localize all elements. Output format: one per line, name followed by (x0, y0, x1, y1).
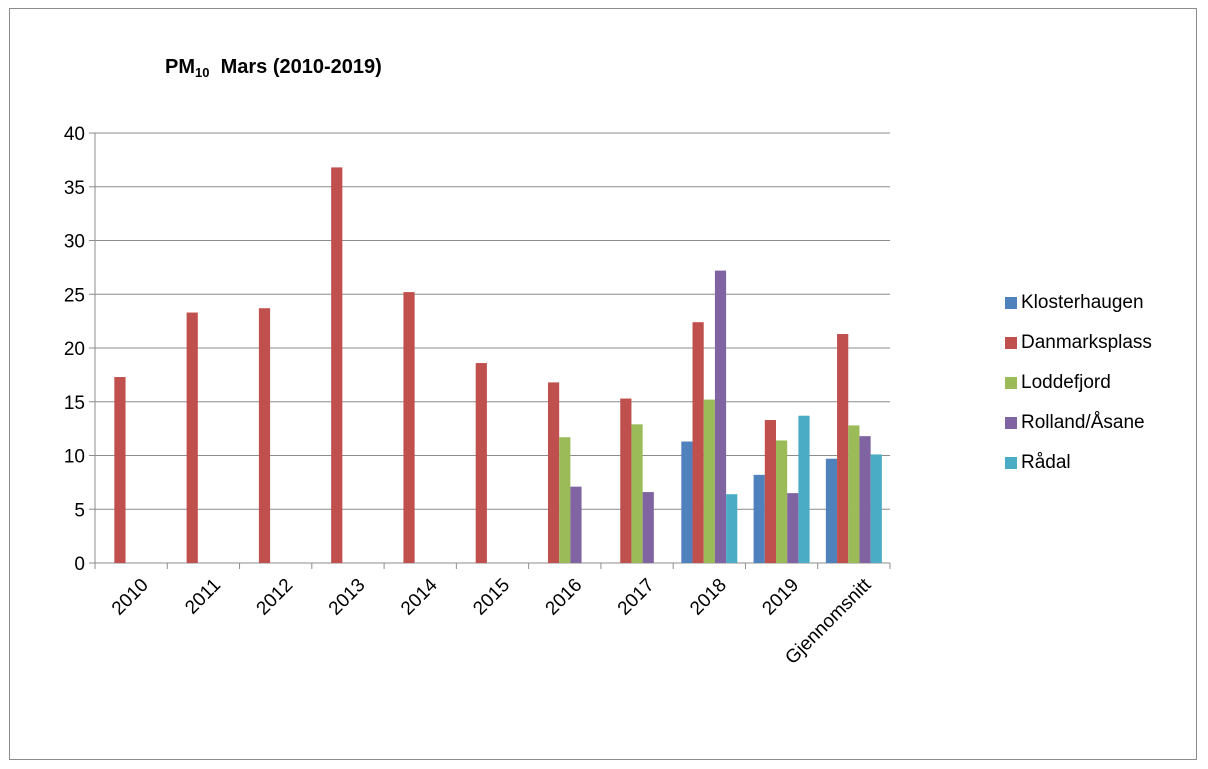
legend-swatch-danmarksplass (1005, 337, 1017, 349)
y-tick-label: 0 (74, 554, 85, 575)
bar-klosterhaugen-2019 (753, 474, 765, 563)
legend-swatch-rolland-asane (1005, 417, 1017, 429)
legend-swatch-radal (1005, 457, 1017, 469)
bar-danmarksplass-2018 (692, 322, 704, 563)
y-tick-label: 30 (64, 232, 85, 253)
bar-r-dal-2019 (798, 415, 810, 563)
legend-item-klosterhaugen: Klosterhaugen (1005, 283, 1152, 323)
bar-danmarksplass-2012 (258, 308, 271, 563)
legend-item-radal: Rådal (1005, 443, 1152, 483)
legend-label-klosterhaugen: Klosterhaugen (1021, 292, 1144, 313)
legend-label-rolland-asane: Rolland/Åsane (1021, 412, 1145, 433)
bar-rolland-sane-2018 (714, 270, 727, 563)
y-tick-label: 40 (64, 124, 85, 145)
bar-danmarksplass-2010 (114, 377, 126, 563)
legend-swatch-loddefjord (1005, 377, 1017, 389)
bar-klosterhaugen-2018 (681, 441, 693, 563)
x-tick-label: 2014 (397, 574, 442, 619)
bar-loddefjord-2017 (631, 424, 643, 563)
bar-loddefjord-gjennomsnitt (848, 425, 860, 563)
bar-danmarksplass-2014 (403, 292, 415, 563)
chart-title-subscript: 10 (195, 65, 210, 80)
chart-title-rest: Mars (2010-2019) (220, 56, 382, 78)
x-tick-label: 2019 (758, 575, 803, 620)
bar-rolland-sane-gjennomsnitt (859, 436, 871, 563)
y-tick-label: 25 (64, 285, 85, 306)
x-tick-label: 2011 (181, 575, 225, 619)
x-tick-label: 2015 (469, 575, 514, 620)
bar-loddefjord-2019 (775, 440, 788, 563)
legend-swatch-klosterhaugen (1005, 297, 1017, 309)
y-tick-label: 15 (64, 393, 85, 414)
y-tick-label: 35 (64, 178, 85, 199)
bar-danmarksplass-2016 (547, 382, 560, 563)
bar-rolland-sane-2016 (570, 486, 582, 563)
legend-label-danmarksplass: Danmarksplass (1021, 332, 1152, 353)
x-tick-label: 2010 (108, 575, 153, 620)
bar-r-dal-gjennomsnitt (870, 454, 882, 563)
bar-klosterhaugen-gjennomsnitt (825, 458, 838, 563)
bar-danmarksplass-2019 (764, 420, 776, 563)
bar-loddefjord-2018 (703, 399, 715, 563)
bar-danmarksplass-2017 (620, 398, 632, 563)
bar-danmarksplass-2011 (186, 312, 198, 563)
x-tick-label: 2018 (686, 575, 731, 620)
chart-title-main: PM (165, 56, 195, 78)
x-tick-label: 2013 (325, 575, 370, 620)
bar-loddefjord-2016 (559, 437, 571, 563)
bar-danmarksplass-gjennomsnitt (837, 334, 849, 563)
bar-rolland-sane-2019 (787, 493, 799, 563)
bar-danmarksplass-2013 (331, 167, 343, 563)
y-tick-label: 5 (74, 500, 85, 521)
bar-rolland-sane-2017 (642, 492, 654, 563)
legend-label-loddefjord: Loddefjord (1021, 372, 1111, 393)
legend-item-rolland-asane: Rolland/Åsane (1005, 403, 1152, 443)
x-tick-label: 2017 (614, 575, 659, 620)
legend-item-loddefjord: Loddefjord (1005, 363, 1152, 403)
bar-r-dal-2018 (726, 494, 738, 563)
bar-danmarksplass-2015 (475, 363, 487, 563)
x-tick-label: 2016 (542, 575, 587, 620)
y-tick-label: 10 (64, 447, 85, 468)
legend-item-danmarksplass: Danmarksplass (1005, 323, 1152, 363)
chart-title: PM10 Mars (2010-2019) (165, 56, 382, 80)
y-tick-label: 20 (64, 339, 85, 360)
legend: Klosterhaugen Danmarksplass Loddefjord R… (1005, 283, 1152, 483)
legend-label-radal: Rådal (1021, 452, 1071, 473)
x-tick-label: 2012 (253, 575, 298, 620)
